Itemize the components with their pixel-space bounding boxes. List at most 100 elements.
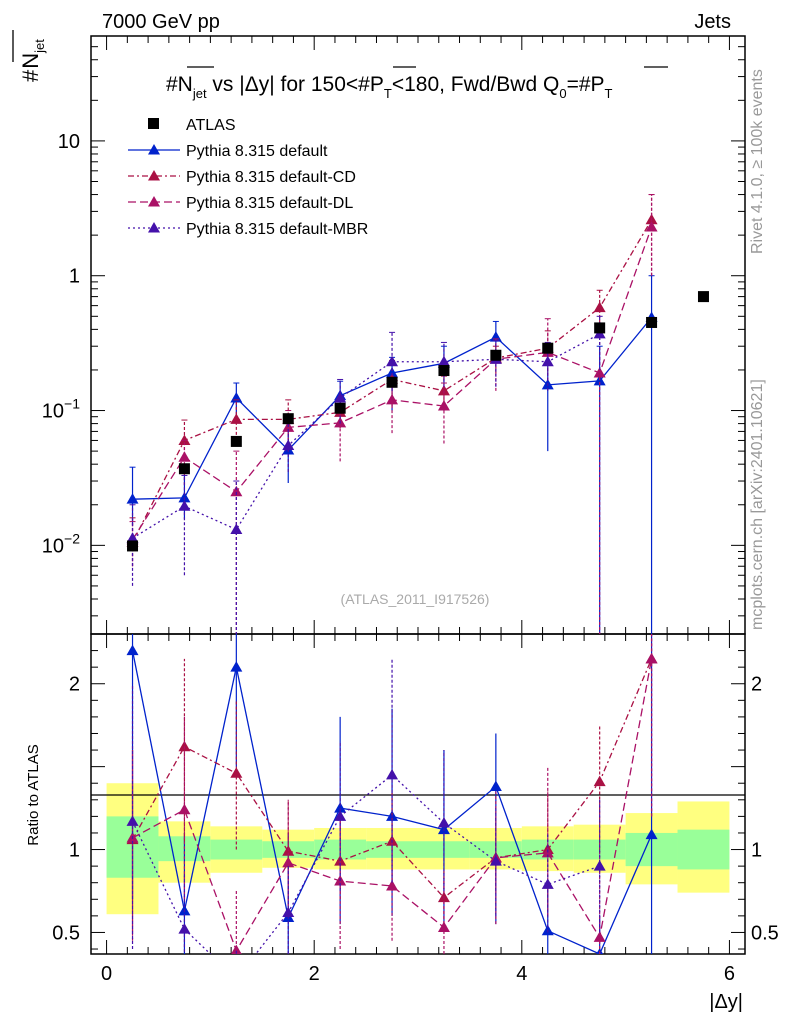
- svg-text:#Njet vs |Δy| for 150<#PT<180,: #Njet vs |Δy| for 150<#PT<180, Fwd/Bwd Q…: [166, 73, 613, 101]
- series-point: [593, 301, 606, 313]
- ratio-series: [126, 634, 658, 984]
- ratio-point: [489, 780, 502, 792]
- data-point: [178, 463, 190, 475]
- x-tick-label: 2: [309, 963, 320, 985]
- series-point: [593, 374, 606, 386]
- ratio-point: [282, 856, 295, 868]
- ratio-series-2: [126, 634, 658, 954]
- ratio-point: [437, 817, 450, 828]
- legend-label-data: ATLAS: [186, 117, 236, 134]
- legend: ATLAS Pythia 8.315 default Pythia 8.315 de…: [128, 117, 368, 238]
- ratio-line: [132, 658, 653, 953]
- ratio-point: [178, 740, 191, 752]
- series-point: [645, 220, 658, 232]
- x-tick-label: 0: [101, 963, 112, 985]
- legend-marker: [148, 196, 160, 207]
- series-point: [437, 355, 450, 367]
- ratio-point: [230, 661, 243, 672]
- ratio-point: [334, 802, 347, 813]
- series-point: [178, 434, 191, 445]
- ratio-tick-label: 2: [69, 674, 80, 696]
- ratio-point: [489, 855, 502, 866]
- ratio-point: [178, 803, 191, 815]
- data-point: [282, 413, 294, 425]
- y-tick-label: 1: [69, 266, 80, 288]
- series-point: [230, 391, 243, 403]
- data-point: [334, 402, 346, 414]
- legend-marker-data: [148, 118, 159, 129]
- mcplots-label: mcplots.cern.ch [arXiv:2401.10621]: [749, 379, 766, 630]
- ratio-point: [593, 775, 606, 787]
- main-y-label: #Njet: [12, 30, 47, 82]
- rivet-label: Rivet 4.1.0, ≥ 100k events: [749, 69, 766, 254]
- watermark: (ATLAS_2011_I917526): [341, 591, 490, 607]
- ratio-point: [282, 906, 295, 918]
- ratio-bands: [106, 783, 730, 915]
- legend-marker: [148, 170, 160, 181]
- ratio-tick-label-right: 1: [751, 840, 762, 862]
- data-point: [542, 342, 554, 354]
- ratio-point: [231, 944, 242, 954]
- y-label-sub: jet: [32, 39, 47, 54]
- header-left: 7000 GeV pp: [102, 11, 220, 33]
- legend-label: Pythia 8.315 default-CD: [186, 169, 356, 186]
- ratio-point: [178, 923, 191, 934]
- series-point: [334, 391, 347, 403]
- data-points: [127, 291, 709, 552]
- series-point: [230, 485, 243, 497]
- series-point: [541, 355, 554, 367]
- y-tick-label: 10−2: [42, 530, 80, 557]
- ratio-line: [131, 774, 600, 954]
- series-point: [437, 384, 450, 396]
- legend-label: Pythia 8.315 default-DL: [186, 195, 353, 212]
- ratio-point: [437, 921, 450, 932]
- header-right: Jets: [694, 11, 731, 33]
- ratio-point: [541, 878, 554, 889]
- legend-marker: [148, 222, 160, 233]
- ratio-point: [230, 767, 243, 778]
- ratio-point: [334, 810, 347, 821]
- data-point: [594, 322, 606, 334]
- series-point: [230, 413, 243, 424]
- ratio-point: [645, 828, 658, 840]
- inner-band: [677, 829, 730, 870]
- y-label-hash: #: [18, 69, 43, 82]
- tick-labels: 0 2 4 6 10−2 10−1 1 10 0.5 0.5 1 1 2 2: [42, 131, 779, 985]
- series-point: [178, 500, 191, 511]
- ratio-point: [386, 768, 399, 780]
- ratio-series-3: [126, 658, 606, 984]
- axis-ticks: [91, 35, 745, 954]
- series-3: [126, 315, 606, 634]
- ratio-point: [386, 880, 399, 891]
- series-point: [178, 451, 191, 462]
- ratio-tick-label: 1: [69, 840, 80, 862]
- data-point: [646, 316, 658, 328]
- series-point: [593, 366, 606, 378]
- series-point: [437, 400, 450, 411]
- ratio-point: [593, 931, 606, 942]
- legend-label: Pythia 8.315 default-MBR: [186, 221, 368, 238]
- series-point: [126, 493, 139, 504]
- ratio-y-label: Ratio to ATLAS: [25, 744, 42, 845]
- series-point: [230, 523, 243, 535]
- ratio-point: [645, 652, 658, 664]
- y-tick-label: 10−1: [42, 396, 80, 423]
- data-point: [438, 365, 450, 377]
- ratio-tick-label: 0.5: [52, 922, 80, 944]
- ratio-point: [593, 860, 606, 871]
- ratio-point: [126, 815, 139, 826]
- series-point: [282, 439, 295, 451]
- data-point: [697, 291, 709, 303]
- series-point: [178, 491, 191, 503]
- svg-text:#Njet: #Njet: [18, 39, 47, 82]
- legend-label: Pythia 8.315 default: [186, 143, 328, 160]
- ratio-point: [230, 973, 242, 984]
- series-point: [386, 355, 399, 367]
- data-point: [490, 349, 502, 361]
- series-point: [386, 366, 399, 378]
- legend-marker: [148, 144, 160, 155]
- plot-title: #Njet vs |Δy| for 150<#PT<180, Fwd/Bwd Q…: [166, 66, 668, 101]
- y-tick-label: 10: [58, 131, 80, 153]
- x-tick-label: 6: [724, 963, 735, 985]
